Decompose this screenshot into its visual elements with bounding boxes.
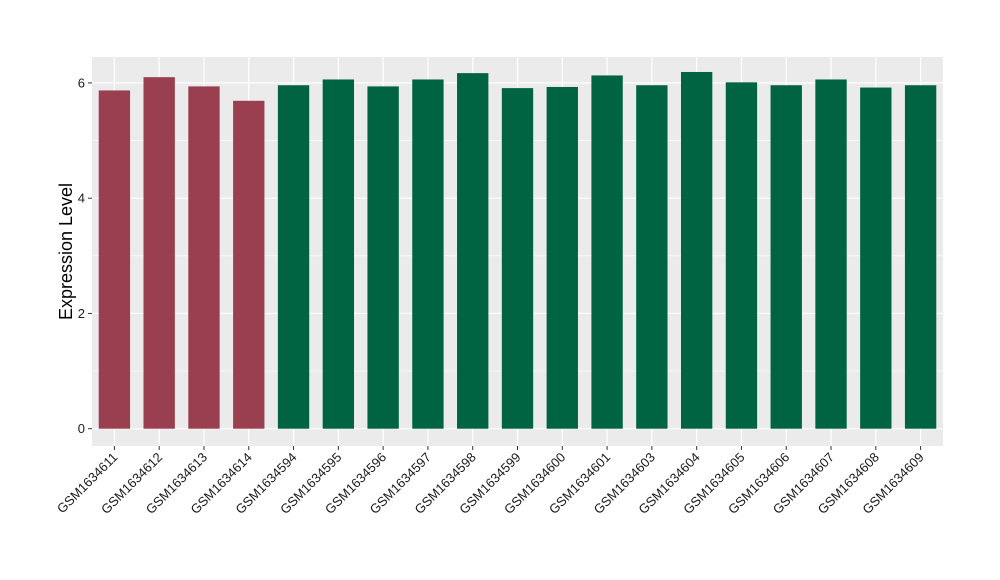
- bar-GSM1634613: [188, 86, 220, 429]
- bar-GSM1634612: [143, 77, 175, 429]
- bar-GSM1634604: [680, 71, 713, 429]
- bar-GSM1634597: [412, 79, 444, 429]
- y-tick-label: 6: [78, 75, 85, 90]
- bar-GSM1634608: [860, 87, 892, 429]
- bar-GSM1634599: [501, 88, 534, 429]
- bar-GSM1634596: [367, 86, 399, 429]
- bar-GSM1634603: [636, 85, 668, 429]
- bar-GSM1634609: [904, 85, 937, 429]
- y-axis-ticks: 0 2 4 6: [78, 75, 92, 436]
- y-axis-title: Expression Level: [56, 183, 76, 320]
- bar-GSM1634614: [233, 100, 265, 429]
- bar-GSM1634605: [725, 82, 758, 429]
- y-tick-label: 2: [78, 306, 85, 321]
- bar-GSM1634598: [457, 73, 489, 429]
- bar-GSM1634601: [591, 75, 623, 429]
- bar-GSM1634606: [770, 85, 802, 429]
- bars: [98, 71, 937, 429]
- y-tick-label: 0: [78, 421, 85, 436]
- bar-GSM1634611: [98, 90, 131, 429]
- bar-GSM1634594: [277, 85, 310, 429]
- y-tick-label: 4: [78, 191, 85, 206]
- x-axis-ticks: GSM1634611GSM1634612GSM1634613GSM1634614…: [54, 446, 927, 517]
- bar-GSM1634595: [322, 79, 355, 429]
- bar-GSM1634600: [546, 86, 578, 429]
- bar-GSM1634607: [815, 79, 847, 429]
